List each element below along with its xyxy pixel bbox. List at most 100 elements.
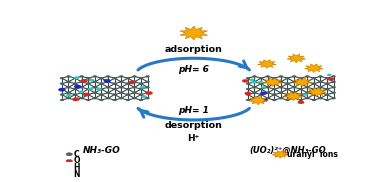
Circle shape [126,99,130,101]
Circle shape [83,93,90,96]
Circle shape [305,81,309,83]
Circle shape [259,88,263,90]
Circle shape [298,101,304,104]
Circle shape [73,77,77,79]
Circle shape [292,76,296,77]
Circle shape [66,94,71,97]
Circle shape [319,76,322,77]
Text: pH= 1: pH= 1 [178,106,209,115]
Circle shape [299,94,302,96]
Circle shape [133,76,136,77]
Circle shape [106,86,110,88]
Circle shape [80,76,84,77]
Polygon shape [305,64,323,73]
Circle shape [66,159,73,163]
Circle shape [126,83,130,84]
Circle shape [73,99,77,101]
Circle shape [146,91,153,95]
Circle shape [319,92,322,94]
Circle shape [286,77,289,79]
Circle shape [141,95,147,98]
Circle shape [266,92,270,94]
Circle shape [273,94,276,96]
Circle shape [93,97,97,99]
Circle shape [140,86,145,88]
Circle shape [273,83,276,84]
Circle shape [106,97,110,99]
Circle shape [60,88,64,90]
Circle shape [126,94,130,96]
Text: O: O [74,157,80,165]
Circle shape [266,97,270,99]
Circle shape [87,99,90,101]
Circle shape [87,83,90,84]
Text: N: N [74,170,80,179]
Circle shape [87,88,90,90]
Circle shape [245,92,251,95]
Circle shape [327,74,332,76]
Circle shape [73,98,80,101]
Circle shape [113,83,116,84]
Circle shape [332,76,336,77]
Polygon shape [180,26,208,40]
Circle shape [303,93,308,96]
Circle shape [286,88,289,90]
Circle shape [292,97,296,99]
Circle shape [246,88,250,90]
Circle shape [99,88,103,90]
Circle shape [113,77,116,79]
Circle shape [305,92,309,94]
Text: adsorption: adsorption [165,45,223,54]
Circle shape [66,166,73,169]
Text: (UO₂)²⁺@NH₃-GO: (UO₂)²⁺@NH₃-GO [249,145,326,155]
Circle shape [312,88,316,90]
Circle shape [146,86,149,88]
Circle shape [67,76,70,77]
Circle shape [292,92,296,94]
Circle shape [126,77,130,79]
Circle shape [133,97,136,99]
Circle shape [60,94,64,96]
Circle shape [242,79,248,82]
Circle shape [305,76,309,77]
Circle shape [67,86,70,88]
Circle shape [139,94,143,96]
Circle shape [246,94,250,96]
Circle shape [246,83,250,84]
Circle shape [60,83,64,84]
Circle shape [58,88,65,91]
Circle shape [312,77,316,79]
Circle shape [261,98,268,102]
Circle shape [99,94,103,96]
Circle shape [60,99,64,101]
Circle shape [325,94,329,96]
Circle shape [312,83,316,84]
Text: pH= 6: pH= 6 [178,65,209,74]
Polygon shape [287,54,305,63]
Circle shape [67,92,70,94]
Circle shape [253,92,256,94]
Circle shape [246,77,250,79]
Circle shape [253,86,256,88]
Circle shape [87,94,90,96]
Circle shape [299,77,302,79]
Circle shape [253,76,256,77]
Circle shape [99,99,103,101]
Circle shape [319,86,322,88]
Polygon shape [263,78,282,87]
Polygon shape [258,60,276,68]
Circle shape [325,99,329,101]
Circle shape [332,86,336,88]
Circle shape [106,76,110,77]
Circle shape [139,77,143,79]
Circle shape [106,81,110,83]
Polygon shape [284,92,302,101]
Circle shape [67,97,70,99]
Circle shape [279,76,283,77]
Circle shape [261,86,266,88]
Circle shape [266,76,270,77]
Circle shape [73,88,77,90]
Circle shape [250,79,254,81]
Circle shape [273,99,276,101]
Circle shape [292,81,296,83]
